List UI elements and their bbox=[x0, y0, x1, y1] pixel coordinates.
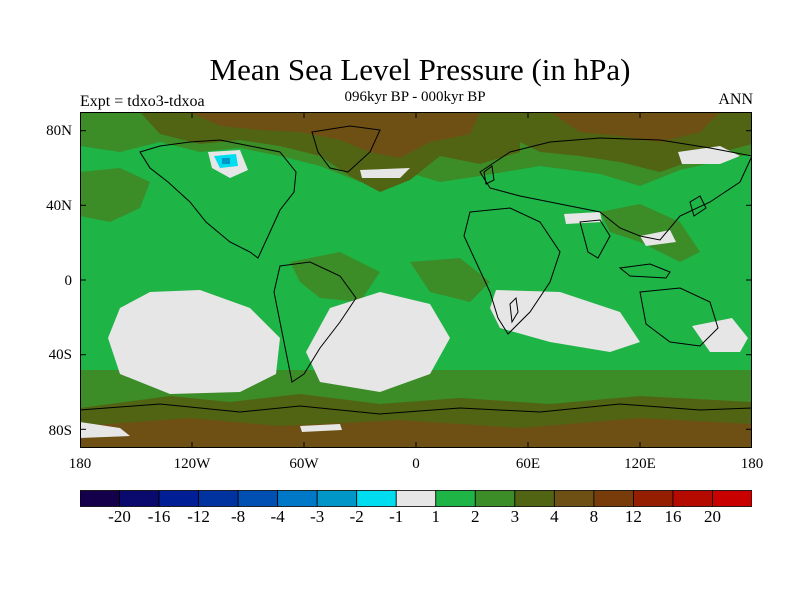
colorbar-tick-label: 3 bbox=[510, 507, 520, 526]
colorbar-tick-label: -1 bbox=[389, 507, 404, 526]
map-ticks bbox=[80, 112, 752, 448]
lon-tick-label: 180 bbox=[68, 456, 92, 472]
plot-subtitle: 096kyr BP - 000kyr BP bbox=[344, 89, 486, 105]
colorbar-box bbox=[316, 490, 358, 507]
coastlines bbox=[80, 125, 752, 415]
colorbar-box bbox=[277, 490, 318, 507]
colorbar-tick-label: 16 bbox=[664, 507, 682, 526]
colorbar-tick-label: -16 bbox=[147, 507, 171, 526]
south-america-high bbox=[290, 252, 380, 302]
colorbar-box bbox=[237, 490, 279, 507]
lat-tick-label: 40N bbox=[46, 198, 72, 214]
west-pacific-low-change bbox=[640, 230, 676, 246]
colorbar-box bbox=[593, 490, 634, 507]
colorbar-tick-label: -4 bbox=[270, 507, 285, 526]
colorbar-box bbox=[712, 490, 752, 507]
africa-high bbox=[410, 258, 490, 302]
colorbar-box bbox=[514, 490, 555, 507]
colorbar-tick-label: 4 bbox=[550, 507, 559, 526]
pressure-field bbox=[80, 112, 752, 448]
lat-tick-label: 40S bbox=[48, 347, 72, 363]
colorbar-box bbox=[395, 490, 437, 507]
lon-tick-label: 180 bbox=[740, 456, 764, 472]
colorbar-box bbox=[474, 490, 516, 507]
south-atlantic-low-change bbox=[306, 292, 450, 392]
experiment-label: Expt = tdxo3-tdxoa bbox=[80, 93, 205, 110]
lon-tick-label: 0 bbox=[412, 456, 420, 472]
lon-tick-label: 60E bbox=[515, 456, 541, 472]
indian-ocean-low-change bbox=[490, 290, 640, 352]
southwest-pacific-low-change bbox=[692, 318, 748, 352]
greenland-core bbox=[190, 112, 480, 158]
season-label: ANN bbox=[718, 91, 753, 108]
siberian-core bbox=[550, 112, 720, 142]
colorbar-box bbox=[119, 490, 160, 507]
colorbar-box bbox=[198, 490, 239, 507]
colorbar-box bbox=[672, 490, 713, 507]
colorbar-box bbox=[158, 490, 199, 507]
antarctic-interior bbox=[80, 418, 752, 448]
colorbar-tick-label: -20 bbox=[108, 507, 131, 526]
colorbar-tick-label: -8 bbox=[231, 507, 246, 526]
colorbar-box bbox=[356, 490, 397, 507]
colorbar-box bbox=[80, 490, 120, 507]
colorbar-tick-label: 8 bbox=[589, 507, 599, 526]
colorbar-tick-label: -12 bbox=[187, 507, 210, 526]
weddell-low-change bbox=[300, 424, 342, 432]
pressure-map bbox=[80, 112, 752, 448]
ross-sea-low-change bbox=[80, 422, 130, 438]
colorbar-tick-label: -2 bbox=[349, 507, 364, 526]
lat-tick-label: 80N bbox=[46, 123, 72, 139]
colorbar-box bbox=[435, 490, 476, 507]
colorbar-tick-label: 20 bbox=[703, 507, 721, 526]
colorbar-box bbox=[553, 490, 595, 507]
lon-tick-label: 120W bbox=[173, 456, 211, 472]
plot-title: Mean Sea Level Pressure (in hPa) bbox=[209, 52, 631, 87]
asian-monsoon-high bbox=[600, 204, 700, 262]
colorbar bbox=[80, 490, 752, 507]
south-pacific-low-change bbox=[108, 290, 280, 394]
lon-tick-label: 120E bbox=[624, 456, 656, 472]
north-pacific-high bbox=[80, 168, 150, 222]
lat-tick-label: 80S bbox=[48, 423, 72, 439]
colorbar-box bbox=[633, 490, 674, 507]
colorbar-tick-label: 1 bbox=[431, 507, 441, 526]
hudson-bay-negative-core bbox=[222, 158, 230, 164]
lat-tick-label: 0 bbox=[64, 273, 73, 289]
colorbar-tick-label: -3 bbox=[310, 507, 325, 526]
north-atlantic-low-change bbox=[360, 168, 410, 178]
colorbar-tick-label: 12 bbox=[624, 507, 642, 526]
colorbar-tick-label: 2 bbox=[471, 507, 480, 526]
lon-tick-label: 60W bbox=[289, 456, 319, 472]
